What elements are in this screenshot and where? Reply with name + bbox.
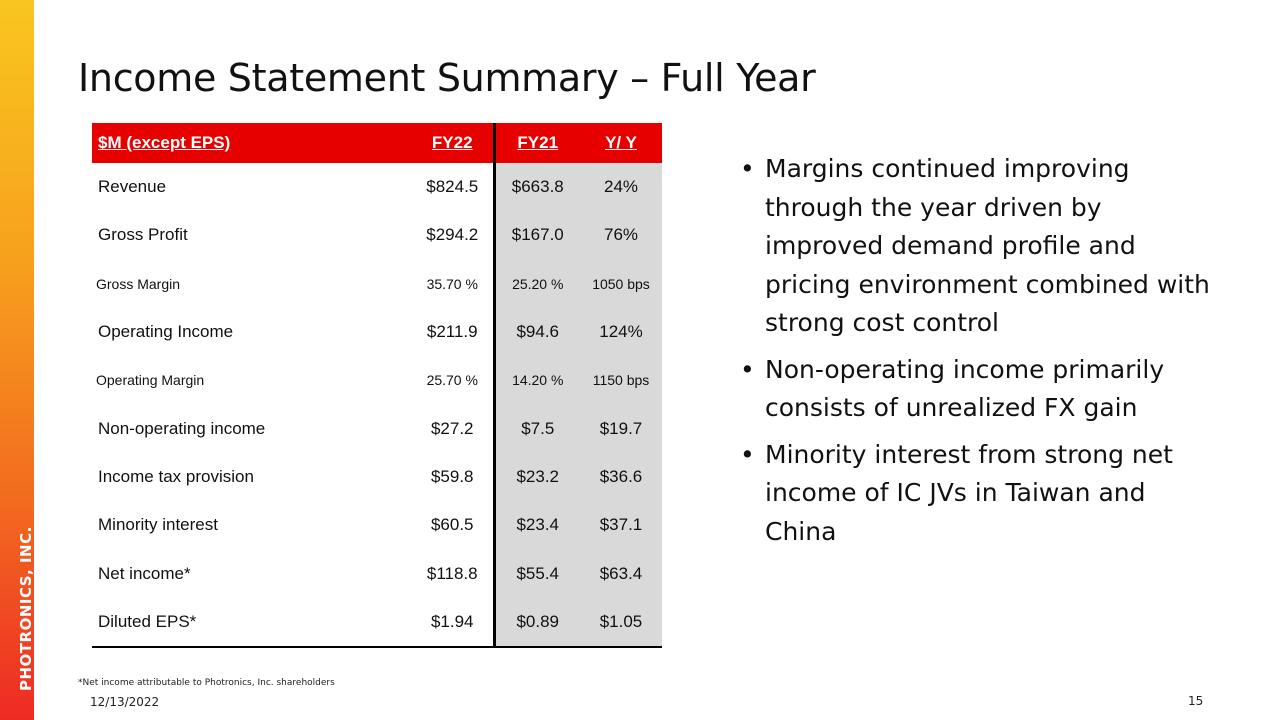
brand-sidebar: PHOTRONICS, INC. xyxy=(0,0,35,720)
row-label: Net income* xyxy=(98,563,191,583)
bullet-item: • Minority interest from strong net incom… xyxy=(740,436,1220,552)
yoy-value: 124% xyxy=(580,307,662,357)
row-label: Gross Profit xyxy=(98,225,188,245)
fy21-value: $55.4 xyxy=(492,549,580,598)
header-label: $M (except EPS) xyxy=(92,123,412,163)
row-label: Revenue xyxy=(98,177,167,197)
fy22-value: $824.5 xyxy=(426,177,479,197)
bullet-text: Non-operating income primarily consists … xyxy=(765,354,1165,423)
table-row: Net income* $118.8 $55.4 $63.4 xyxy=(92,549,662,598)
bullet-item: • Margins continued improving through the… xyxy=(740,150,1220,343)
fy21-value: $7.5 xyxy=(492,404,580,453)
header-fy22: FY22 xyxy=(412,123,494,163)
fy22-value: $59.8 xyxy=(430,466,474,486)
commentary-bullets: • Margins continued improving through the… xyxy=(740,150,1220,559)
bullet-dot-icon: • xyxy=(740,439,755,469)
fy22-value: 35.70 % xyxy=(426,275,478,292)
yoy-value: 24% xyxy=(580,163,662,212)
page-number: 15 xyxy=(1188,694,1204,708)
bullet-text: Minority interest from strong net income… xyxy=(765,439,1173,546)
yoy-value: $37.1 xyxy=(580,501,662,550)
bullet-item: • Non-operating income primarily consists… xyxy=(740,351,1220,428)
row-label: Operating Income xyxy=(98,322,234,342)
fy22-value: $27.2 xyxy=(430,418,474,438)
row-label: Minority interest xyxy=(98,515,218,535)
table-row: Gross Profit $294.2 $167.0 76% xyxy=(92,211,662,260)
fy21-value: $94.6 xyxy=(492,307,580,357)
brand-name: PHOTRONICS, INC. xyxy=(17,526,35,691)
table-row: Non-operating income $27.2 $7.5 $19.7 xyxy=(92,404,662,453)
header-fy21: FY21 xyxy=(492,123,580,163)
fy21-value: $23.4 xyxy=(492,501,580,550)
fy21-value: $167.0 xyxy=(492,211,580,260)
row-label: Operating Margin xyxy=(96,372,205,389)
fy21-value: $23.2 xyxy=(492,452,580,502)
row-label: Income tax provision xyxy=(98,466,254,486)
fy21-value: $0.89 xyxy=(492,597,580,648)
fy22-value: $294.2 xyxy=(426,225,479,245)
yoy-value: $36.6 xyxy=(580,452,662,502)
table-row: Gross Margin 35.70 % 25.20 % 1050 bps xyxy=(92,259,662,308)
yoy-value: $19.7 xyxy=(580,404,662,453)
yoy-value: $63.4 xyxy=(580,549,662,598)
slide-date: 12/13/2022 xyxy=(90,695,160,709)
bullet-dot-icon: • xyxy=(740,354,755,384)
income-statement-table: $M (except EPS) FY22 FY21 Y/ Y Revenue $… xyxy=(92,123,662,648)
slide-title: Income Statement Summary – Full Year xyxy=(78,56,816,100)
yoy-value: $1.05 xyxy=(580,597,662,648)
yoy-value: 76% xyxy=(580,211,662,260)
table-row: Operating Income $211.9 $94.6 124% xyxy=(92,307,662,357)
table-row: Operating Margin 25.70 % 14.20 % 1150 bp… xyxy=(92,356,662,405)
table-row: Diluted EPS* $1.94 $0.89 $1.05 xyxy=(92,597,662,648)
yoy-value: 1150 bps xyxy=(580,356,662,405)
fy22-value: 25.70 % xyxy=(426,372,478,389)
row-label: Diluted EPS* xyxy=(92,597,412,648)
yoy-value: 1050 bps xyxy=(580,259,662,308)
fy22-value: $118.8 xyxy=(426,563,478,583)
table-row: Minority interest $60.5 $23.4 $37.1 xyxy=(92,501,662,550)
bullet-text: Margins continued improving through the … xyxy=(765,154,1210,337)
table-row: Income tax provision $59.8 $23.2 $36.6 xyxy=(92,452,662,502)
row-label: Non-operating income xyxy=(98,418,266,438)
fy21-value: 14.20 % xyxy=(492,356,580,405)
fy22-value: $211.9 xyxy=(426,322,478,342)
header-yoy: Y/ Y xyxy=(580,123,662,163)
table-header-row: $M (except EPS) FY22 FY21 Y/ Y xyxy=(92,123,662,163)
footnote: *Net income attributable to Photronics, … xyxy=(78,678,335,688)
fy22-value: $1.94 xyxy=(412,597,494,648)
bullet-dot-icon: • xyxy=(740,154,755,183)
row-label: Gross Margin xyxy=(96,275,181,292)
fy21-value: 25.20 % xyxy=(492,259,580,308)
fy21-value: $663.8 xyxy=(492,163,580,212)
fy22-value: $60.5 xyxy=(430,515,474,535)
table-row: Revenue $824.5 $663.8 24% xyxy=(92,163,662,212)
